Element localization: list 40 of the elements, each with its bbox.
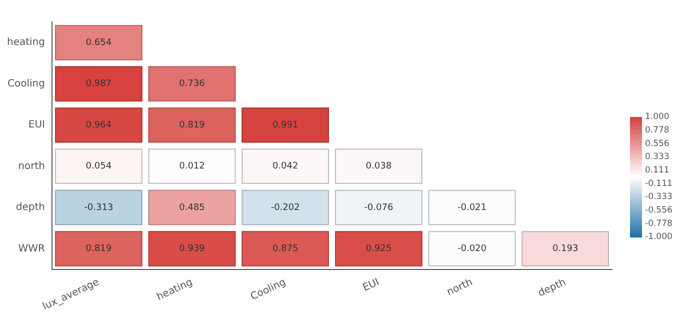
data-label: 0.925	[366, 244, 392, 254]
color-bar-label: -0.778	[645, 218, 672, 229]
data-label: 0.987	[86, 79, 112, 90]
color-bar-label: -0.556	[645, 206, 672, 216]
data-label: 0.991	[272, 120, 298, 130]
x-tick-label: depth	[536, 276, 568, 300]
data-label: -0.313	[84, 202, 114, 213]
color-bar-label: 0.556	[645, 138, 670, 149]
y-tick-label: WWR	[18, 243, 46, 254]
color-bar-label: 0.333	[645, 152, 670, 162]
y-tick-label: Cooling	[8, 78, 46, 90]
data-label: 0.054	[86, 162, 112, 172]
color-bar-label: -0.111	[645, 178, 672, 189]
data-label: -0.202	[270, 202, 300, 213]
y-tick-label: north	[18, 160, 46, 172]
data-label: 0.042	[272, 162, 298, 172]
data-label: 0.038	[366, 162, 392, 172]
color-bar-label: -1.000	[645, 232, 672, 242]
y-tick-label: EUI	[28, 120, 46, 131]
color-bar-label: 0.111	[645, 166, 670, 176]
data-label: 0.193	[552, 244, 578, 254]
color-bar-label: -0.333	[645, 192, 672, 202]
data-label: 0.964	[86, 120, 112, 130]
data-label: -0.076	[364, 202, 394, 213]
data-label: 0.819	[179, 120, 206, 130]
color-bar-label: 1.000	[645, 112, 670, 122]
data-label: 0.736	[179, 79, 206, 90]
data-label: 0.875	[272, 244, 298, 254]
data-label: 0.485	[179, 202, 205, 213]
data-label: -0.020	[457, 244, 487, 254]
data-label: 0.939	[179, 244, 206, 254]
data-label: 0.012	[179, 162, 205, 172]
x-tick-label: north	[445, 276, 474, 298]
data-label: 0.654	[86, 38, 112, 48]
y-tick-label: heating	[6, 37, 46, 48]
y-tick-label: depth	[16, 202, 46, 214]
data-label: -0.021	[457, 202, 487, 213]
x-tick-label: EUI	[361, 276, 382, 294]
color-bar-label: 0.778	[645, 126, 670, 136]
data-label: 0.819	[86, 244, 112, 254]
